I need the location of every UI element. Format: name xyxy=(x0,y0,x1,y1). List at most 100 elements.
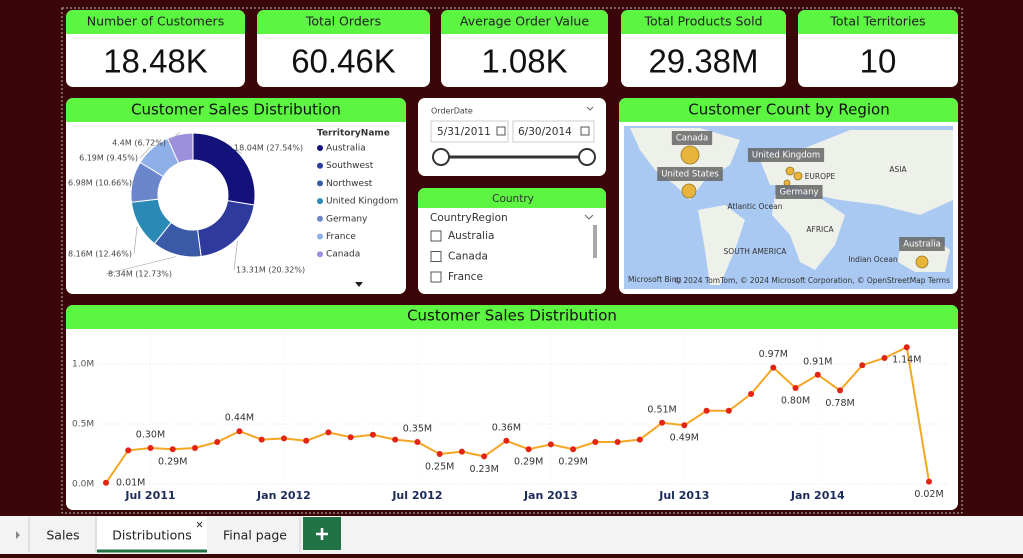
marker xyxy=(770,364,777,371)
leader-line xyxy=(231,147,242,154)
map-callout-box xyxy=(671,131,713,145)
data-label: 8.16M (12.46%) xyxy=(68,250,132,259)
map-land xyxy=(630,128,953,285)
checkbox[interactable] xyxy=(430,230,442,242)
map-place: SOUTH AMERICA xyxy=(724,247,788,256)
x-tick-label: Jan 2013 xyxy=(523,489,578,502)
kpi-label: Total Territories xyxy=(829,14,925,29)
slicer-field: CountryRegion xyxy=(430,212,508,224)
date-box[interactable] xyxy=(512,120,595,143)
map-callout-box xyxy=(899,237,945,251)
tab-label[interactable]: Distributions xyxy=(112,528,191,543)
data-label: 0.29M xyxy=(558,457,587,468)
map-bubble xyxy=(680,145,700,165)
tab-nav-arrow[interactable] xyxy=(16,531,20,539)
panel xyxy=(66,305,958,510)
map-callout-box xyxy=(747,148,825,162)
marker xyxy=(748,391,755,397)
kpi-header xyxy=(621,10,786,34)
kpi-header xyxy=(441,10,608,34)
data-label: 0.29M xyxy=(158,457,187,468)
date-box[interactable] xyxy=(430,120,509,143)
panel xyxy=(418,188,606,294)
legend-title: TerritoryName xyxy=(317,129,390,139)
map-place: Indian Ocean xyxy=(848,255,898,264)
slicer-item: Canada xyxy=(448,251,488,263)
close-tab[interactable] xyxy=(196,521,203,528)
data-label: 8.34M (12.73%) xyxy=(108,270,172,279)
data-label: 0.97M xyxy=(759,349,788,360)
slider-handle[interactable] xyxy=(578,148,596,166)
marker xyxy=(592,439,599,445)
map-callout-box xyxy=(775,185,823,199)
data-label: 6.98M (10.66%) xyxy=(68,179,132,188)
legend-marker xyxy=(317,215,323,222)
map-bubble xyxy=(785,166,795,176)
leader-line xyxy=(105,256,177,275)
data-label: 1.14M xyxy=(892,355,921,366)
leader-line xyxy=(167,132,180,144)
data-label: 0.01M xyxy=(116,477,145,488)
marker xyxy=(214,439,221,445)
scrollbar[interactable] xyxy=(593,225,597,258)
legend-label: Southwest xyxy=(326,161,374,171)
data-label: 0.23M xyxy=(469,464,498,475)
marker xyxy=(636,436,643,443)
kpi-header xyxy=(798,10,958,34)
map-bubble xyxy=(793,171,803,181)
marker xyxy=(837,387,844,394)
marker xyxy=(191,445,198,451)
marker xyxy=(570,446,577,453)
marker xyxy=(369,431,376,438)
x-tick-label: Jul 2012 xyxy=(391,489,442,502)
leader-line xyxy=(139,146,152,159)
tab-label[interactable]: Sales xyxy=(46,528,79,543)
marker xyxy=(503,437,510,444)
checkbox[interactable] xyxy=(430,271,442,283)
leader-line xyxy=(233,240,238,271)
panel-title: Customer Sales Distribution xyxy=(131,101,341,119)
map-place: EUROPE xyxy=(805,172,836,181)
marker xyxy=(814,371,821,378)
active-tab[interactable] xyxy=(97,517,207,552)
kpi-value: 60.46K xyxy=(291,43,396,80)
y-tick-label: 0.5M xyxy=(72,420,94,430)
kpi-value: 18.48K xyxy=(103,43,208,80)
sales-line xyxy=(105,345,930,484)
kpi-header xyxy=(66,10,245,34)
marker xyxy=(147,445,154,451)
chevron[interactable] xyxy=(584,214,594,220)
data-label: 6.19M (9.45%) xyxy=(79,154,138,163)
checkbox[interactable] xyxy=(430,251,442,262)
y-tick-label: 0.0M xyxy=(72,480,94,490)
panel-title: Customer Sales Distribution xyxy=(407,307,617,325)
legend-label: France xyxy=(326,232,356,242)
land-north-america xyxy=(630,128,740,200)
data-label: 0.49M xyxy=(670,433,699,444)
marker xyxy=(414,439,421,445)
map-callout: Canada xyxy=(676,134,708,144)
data-label: 0.25M xyxy=(425,462,454,473)
map-brand: Microsoft Bing xyxy=(628,275,681,284)
leader-line xyxy=(130,180,135,184)
leader-line xyxy=(133,226,138,255)
marker xyxy=(681,422,688,429)
calendar-icon xyxy=(496,126,506,136)
map-callout: United States xyxy=(661,170,719,180)
slider-handle[interactable] xyxy=(432,148,450,166)
marker xyxy=(258,436,265,443)
map-credits: © 2024 TomTom, © 2024 Microsoft Corporat… xyxy=(674,276,951,285)
canvas-border xyxy=(61,7,963,514)
panel-header xyxy=(66,98,406,122)
panel-header xyxy=(619,98,958,122)
chevron[interactable] xyxy=(586,106,594,111)
tab-label[interactable]: Final page xyxy=(223,528,287,543)
data-label: 0.36M xyxy=(492,422,521,433)
scroll-arrow[interactable] xyxy=(355,282,363,287)
calendar-icon xyxy=(580,126,590,136)
kpi-header xyxy=(257,10,430,34)
x-tick-label: Jan 2014 xyxy=(790,489,845,502)
kpi-value: 1.08K xyxy=(481,43,567,80)
start-date: 5/31/2011 xyxy=(437,126,491,138)
slicer-item: France xyxy=(448,271,483,283)
